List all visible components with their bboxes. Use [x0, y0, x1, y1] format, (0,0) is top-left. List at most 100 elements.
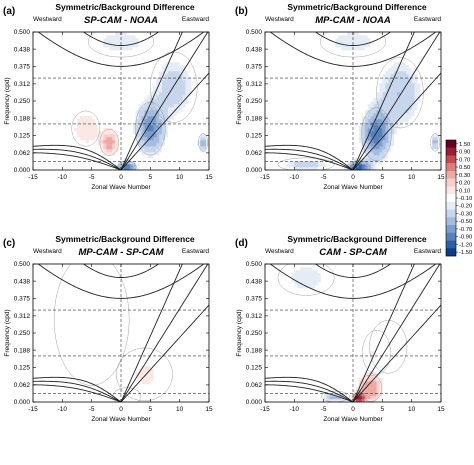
- heat-cell: [88, 309, 92, 313]
- contour-line: [362, 330, 391, 375]
- heat-cell: [408, 83, 412, 87]
- heat-cell: [85, 351, 90, 355]
- heat-cell: [106, 306, 110, 310]
- heat-cell: [141, 47, 145, 51]
- heat-cell: [170, 128, 175, 132]
- heat-cell: [423, 98, 427, 102]
- heat-cell: [94, 297, 98, 301]
- heat-cell: [338, 390, 342, 394]
- heat-cell: [135, 47, 139, 51]
- heat-cell: [91, 285, 95, 289]
- heat-cell: [162, 152, 166, 156]
- heat-cell: [153, 62, 157, 66]
- heat-cell: [364, 140, 368, 144]
- heat-cell: [176, 83, 180, 87]
- heat-cell: [405, 113, 410, 117]
- heat-cell: [176, 62, 180, 66]
- heat-cell: [367, 113, 371, 117]
- heat-cell: [382, 155, 386, 159]
- heat-cell: [408, 86, 412, 90]
- heat-cell: [323, 167, 327, 170]
- panel-3: -15 -10 -5 0 5 10 150.0000.0620.1250.1880.2500…: [3, 234, 213, 423]
- heat-cell: [109, 35, 113, 39]
- heat-cell: [82, 125, 87, 129]
- plot-area: [265, 264, 441, 402]
- heat-cell: [288, 282, 292, 286]
- heat-cell: [353, 393, 357, 397]
- heat-cell: [399, 77, 404, 81]
- heat-cell: [361, 134, 366, 138]
- heat-cell: [329, 50, 333, 54]
- heat-cell: [173, 101, 178, 105]
- heat-cell: [382, 71, 386, 75]
- heat-cell: [311, 276, 316, 280]
- heat-cell: [385, 149, 389, 153]
- heat-cell: [391, 62, 395, 66]
- heat-cell: [97, 315, 101, 319]
- heat-cell: [147, 113, 151, 117]
- heat-cell: [303, 167, 307, 170]
- heat-cell: [170, 110, 175, 114]
- heat-cell: [370, 399, 374, 402]
- heat-cell: [320, 276, 324, 280]
- heat-cell: [332, 35, 336, 39]
- heat-cell: [397, 137, 401, 141]
- heat-cell: [326, 279, 330, 283]
- heat-cell: [309, 279, 313, 283]
- heat-cell: [74, 312, 78, 316]
- heat-cell: [399, 134, 404, 138]
- heat-cell: [97, 32, 101, 36]
- heat-cell: [82, 128, 87, 132]
- heat-cell: [182, 62, 186, 66]
- heat-cell: [94, 348, 98, 352]
- heat-cell: [402, 92, 407, 96]
- heat-cell: [156, 68, 160, 72]
- heat-cell: [179, 74, 183, 78]
- heat-cell: [103, 294, 107, 298]
- heat-cell: [326, 285, 330, 289]
- heat-cell: [376, 390, 380, 394]
- heat-cell: [74, 315, 78, 319]
- heat-cell: [150, 107, 154, 111]
- heat-cell: [188, 74, 192, 78]
- heat-cell: [103, 312, 107, 316]
- heat-cell: [162, 74, 166, 78]
- heat-cell: [332, 390, 336, 394]
- contour-line: [135, 101, 166, 156]
- heat-cell: [165, 125, 169, 129]
- heat-cell: [350, 53, 354, 57]
- heat-cell: [138, 152, 142, 156]
- heat-cell: [191, 107, 195, 111]
- heat-cell: [165, 56, 169, 60]
- heat-cell: [391, 77, 395, 81]
- heat-cell: [303, 270, 307, 274]
- heat-cell: [288, 167, 292, 170]
- heat-cell: [206, 146, 209, 150]
- heat-cell: [97, 41, 101, 45]
- heat-cell: [332, 47, 336, 51]
- heat-cell: [303, 285, 307, 289]
- heat-cell: [397, 56, 401, 60]
- heat-cell: [74, 336, 78, 340]
- heat-cell: [141, 134, 145, 138]
- heat-cell: [408, 59, 412, 63]
- heat-cell: [126, 167, 131, 170]
- heat-cell: [405, 65, 410, 69]
- heat-cell: [429, 143, 433, 147]
- heat-cell: [77, 336, 81, 340]
- heat-cell: [364, 119, 368, 123]
- heat-cell: [165, 131, 169, 135]
- colorbar-tick-label: -0.10: [459, 196, 472, 202]
- x-tick-label: -5: [89, 406, 95, 413]
- heat-cell: [170, 107, 175, 111]
- heat-cell: [138, 113, 142, 117]
- heat-cell: [194, 92, 198, 96]
- heat-cell: [317, 288, 322, 292]
- heat-cell: [129, 47, 134, 51]
- heat-cell: [405, 119, 410, 123]
- heat-cell: [358, 140, 363, 144]
- heat-cell: [341, 50, 345, 54]
- heat-cell: [341, 164, 345, 168]
- heat-cell: [106, 327, 110, 331]
- x-tick-label: 0: [351, 174, 355, 181]
